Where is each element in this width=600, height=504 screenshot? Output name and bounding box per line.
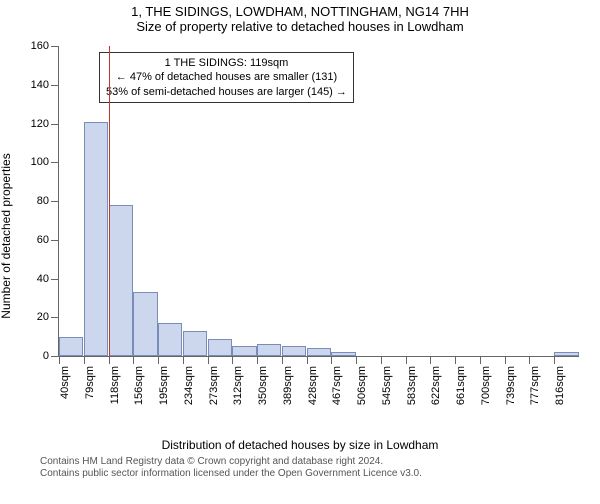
x-tick-label: 545sqm	[381, 366, 393, 405]
histogram-bar	[133, 292, 157, 356]
annotation-line1: 1 THE SIDINGS: 119sqm	[106, 56, 347, 70]
x-tick-label: 40sqm	[59, 366, 71, 399]
x-tick	[406, 356, 407, 364]
histogram-bar	[59, 337, 83, 356]
x-tick-label: 79sqm	[84, 366, 96, 399]
x-tick	[331, 356, 332, 364]
y-tick-label: 0	[43, 350, 49, 362]
y-tick	[51, 124, 59, 125]
x-tick-label: 118sqm	[109, 366, 121, 404]
y-tick	[51, 162, 59, 163]
x-tick-label: 273sqm	[208, 366, 220, 405]
x-tick	[554, 356, 555, 364]
y-tick-label: 40	[37, 273, 49, 285]
y-tick-label: 60	[37, 234, 49, 246]
footer: Contains HM Land Registry data © Crown c…	[0, 452, 600, 480]
y-tick	[51, 85, 59, 86]
footer-line2: Contains public sector information licen…	[40, 468, 590, 480]
histogram-bar	[232, 346, 256, 356]
x-tick	[430, 356, 431, 364]
chart-container: Number of detached properties 1 THE SIDI…	[10, 36, 590, 436]
x-tick	[109, 356, 110, 364]
annotation-box: 1 THE SIDINGS: 119sqm ← 47% of detached …	[99, 52, 354, 103]
y-tick	[51, 356, 59, 357]
histogram-bar	[183, 331, 207, 356]
x-tick	[133, 356, 134, 364]
x-tick	[356, 356, 357, 364]
x-tick-label: 661sqm	[455, 366, 467, 405]
histogram-bar	[158, 323, 182, 356]
x-tick-label: 777sqm	[529, 366, 541, 405]
x-tick-label: 195sqm	[158, 366, 170, 405]
y-tick-label: 20	[37, 311, 49, 323]
x-tick-label: 583sqm	[406, 366, 418, 405]
x-tick	[529, 356, 530, 364]
plot-area: 1 THE SIDINGS: 119sqm ← 47% of detached …	[58, 46, 579, 357]
x-tick-label: 312sqm	[232, 366, 244, 405]
x-tick	[455, 356, 456, 364]
histogram-bar	[208, 339, 232, 356]
footer-line1: Contains HM Land Registry data © Crown c…	[40, 456, 590, 468]
x-axis-label: Distribution of detached houses by size …	[0, 438, 600, 452]
histogram-bar	[307, 348, 331, 356]
histogram-bar	[84, 122, 108, 356]
x-tick-label: 350sqm	[257, 366, 269, 405]
x-tick	[208, 356, 209, 364]
histogram-bar	[109, 205, 133, 356]
x-tick-label: 467sqm	[331, 366, 343, 405]
x-tick-label: 739sqm	[505, 366, 517, 405]
y-axis-label: Number of detached properties	[0, 153, 13, 318]
reference-line	[109, 46, 110, 356]
y-tick-label: 80	[37, 195, 49, 207]
x-tick	[307, 356, 308, 364]
y-tick-label: 100	[31, 156, 49, 168]
x-tick	[84, 356, 85, 364]
y-tick	[51, 279, 59, 280]
histogram-bar	[257, 344, 281, 356]
histogram-bar	[282, 346, 306, 356]
x-tick	[480, 356, 481, 364]
x-tick	[59, 356, 60, 364]
x-tick-label: 506sqm	[356, 366, 368, 405]
y-tick	[51, 201, 59, 202]
annotation-line3: 53% of semi-detached houses are larger (…	[106, 85, 347, 99]
y-tick-label: 120	[31, 118, 49, 130]
x-tick	[183, 356, 184, 364]
chart-title: 1, THE SIDINGS, LOWDHAM, NOTTINGHAM, NG1…	[0, 4, 600, 19]
x-tick-label: 156sqm	[133, 366, 145, 405]
histogram-bar	[331, 352, 355, 356]
x-tick	[282, 356, 283, 364]
x-tick	[257, 356, 258, 364]
y-tick-label: 140	[31, 79, 49, 91]
x-tick-label: 622sqm	[430, 366, 442, 405]
histogram-bar	[554, 352, 578, 356]
annotation-line2: ← 47% of detached houses are smaller (13…	[106, 70, 347, 84]
x-tick	[381, 356, 382, 364]
x-tick	[232, 356, 233, 364]
y-tick-label: 160	[31, 40, 49, 52]
chart-subtitle: Size of property relative to detached ho…	[0, 19, 600, 34]
x-tick	[505, 356, 506, 364]
x-tick-label: 700sqm	[480, 366, 492, 405]
x-tick	[158, 356, 159, 364]
x-tick-label: 234sqm	[183, 366, 195, 405]
y-tick	[51, 317, 59, 318]
x-tick-label: 389sqm	[282, 366, 294, 405]
x-tick-label: 816sqm	[554, 366, 566, 405]
y-tick	[51, 46, 59, 47]
y-tick	[51, 240, 59, 241]
x-tick-label: 428sqm	[307, 366, 319, 405]
